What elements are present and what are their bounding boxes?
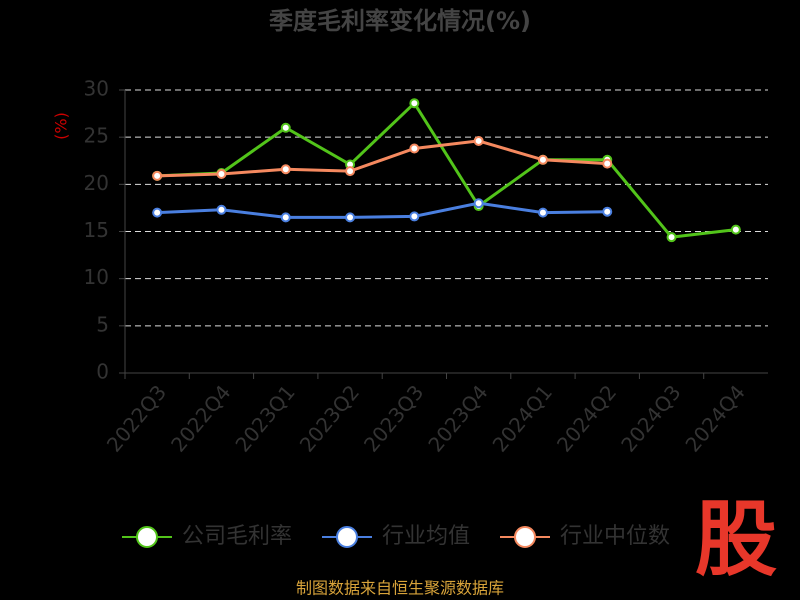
series-line [157,139,608,178]
data-point [345,212,356,223]
legend-marker [136,526,158,548]
y-tick-label: 0 [96,360,109,384]
data-point [730,224,741,235]
data-point [409,143,420,154]
data-point [280,164,291,175]
legend-label: 公司毛利率 [182,524,292,549]
legend-marker [336,526,358,548]
legend-marker [514,526,536,548]
data-point [602,158,613,169]
chart-title: 季度毛利率变化情况(%) [269,7,531,35]
data-point [216,204,227,215]
source-note: 制图数据来自恒生聚源数据库 [296,579,504,598]
y-tick-label: 10 [84,265,109,289]
data-point [409,98,420,109]
data-point [537,154,548,165]
y-tick-label: 20 [84,171,109,195]
data-point [152,170,163,181]
data-point [473,198,484,209]
data-point [345,166,356,177]
y-tick-label: 5 [96,312,109,336]
y-tick-label: 15 [84,218,109,242]
y-tick-label: 30 [84,77,109,101]
data-point [152,207,163,218]
data-point [280,122,291,133]
data-point [280,212,291,223]
y-axis-label: (%) [52,112,71,140]
legend-label: 行业均值 [382,524,470,549]
series-line [157,201,608,219]
legend-label: 行业中位数 [560,524,670,549]
y-tick-label: 25 [84,124,109,148]
logo: 股 [695,492,777,587]
data-point [666,232,677,243]
series-line [157,100,737,239]
data-point [602,206,613,217]
data-point [409,211,420,222]
data-point [537,207,548,218]
data-point [216,168,227,179]
data-point [473,135,484,146]
